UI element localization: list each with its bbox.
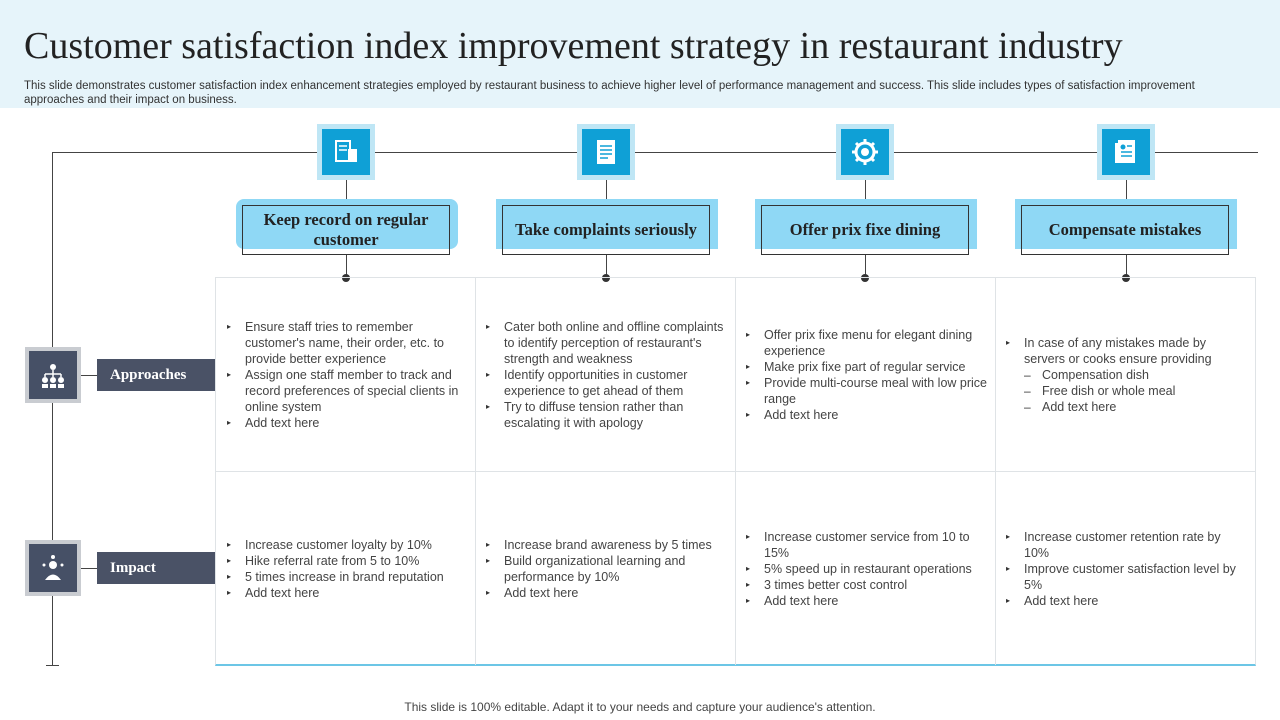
gear-dining-icon bbox=[836, 124, 894, 180]
list-item: In case of any mistakes made by servers … bbox=[1004, 335, 1248, 367]
list-item: Ensure staff tries to remember customer'… bbox=[225, 319, 469, 367]
list-item: Add text here bbox=[225, 585, 469, 601]
category-box-4: Compensate mistakes bbox=[1015, 199, 1237, 255]
list-item: Provide multi-course meal with low price… bbox=[744, 375, 988, 407]
grid-row-divider bbox=[215, 471, 1256, 472]
left-vertical-line bbox=[52, 152, 53, 666]
category-box-1: Keep record on regular customer bbox=[236, 199, 458, 255]
list-item: Try to diffuse tension rather than escal… bbox=[484, 399, 728, 431]
connector-dot-2 bbox=[602, 274, 610, 282]
approaches-cell-2: Cater both online and offline complaints… bbox=[484, 278, 728, 471]
row-label-impact: Impact bbox=[97, 552, 215, 584]
row-label-approaches: Approaches bbox=[97, 359, 215, 391]
approaches-cell-4: In case of any mistakes made by servers … bbox=[1004, 278, 1248, 471]
list-item: Improve customer satisfaction level by 5… bbox=[1004, 561, 1248, 593]
list-item: Assign one staff member to track and rec… bbox=[225, 367, 469, 415]
list-item: Add text here bbox=[744, 407, 988, 423]
list-item: 5% speed up in restaurant operations bbox=[744, 561, 988, 577]
person-gear-icon bbox=[25, 540, 81, 596]
icon-connector-2 bbox=[606, 180, 607, 200]
category-title-2: Take complaints seriously bbox=[502, 205, 710, 255]
complaint-form-icon bbox=[577, 124, 635, 180]
page-subtitle: This slide demonstrates customer satisfa… bbox=[24, 80, 1195, 106]
list-item: Add text here bbox=[1004, 593, 1248, 609]
icon-connector-1 bbox=[346, 180, 347, 200]
list-subitem: Compensation dish bbox=[1004, 367, 1248, 383]
box-connector-3 bbox=[865, 255, 866, 278]
impact-cell-3: Increase customer service from 10 to 15%… bbox=[744, 472, 988, 665]
impact-cell-4: Increase customer retention rate by 10% … bbox=[1004, 472, 1248, 665]
list-item: Identify opportunities in customer exper… bbox=[484, 367, 728, 399]
list-item: Increase customer loyalty by 10% bbox=[225, 537, 469, 553]
approaches-cell-1: Ensure staff tries to remember customer'… bbox=[225, 278, 469, 471]
box-connector-2 bbox=[606, 255, 607, 278]
category-box-2: Take complaints seriously bbox=[496, 199, 718, 255]
category-box-3: Offer prix fixe dining bbox=[755, 199, 977, 255]
impact-cell-1: Increase customer loyalty by 10% Hike re… bbox=[225, 472, 469, 665]
connector-dot-1 bbox=[342, 274, 350, 282]
team-network-icon bbox=[25, 347, 81, 403]
box-connector-4 bbox=[1126, 255, 1127, 278]
list-subitem: Free dish or whole meal bbox=[1004, 383, 1248, 399]
approaches-label-line bbox=[81, 375, 97, 376]
page-title: Customer satisfaction index improvement … bbox=[24, 25, 1123, 67]
category-title-1: Keep record on regular customer bbox=[242, 205, 450, 255]
footer-note: This slide is 100% editable. Adapt it to… bbox=[404, 700, 876, 714]
list-item: 3 times better cost control bbox=[744, 577, 988, 593]
impact-label-line bbox=[81, 568, 97, 569]
list-item: Add text here bbox=[744, 593, 988, 609]
list-item: Build organizational learning and perfor… bbox=[484, 553, 728, 585]
list-subitem: Add text here bbox=[1004, 399, 1248, 415]
category-title-4: Compensate mistakes bbox=[1021, 205, 1229, 255]
list-item: Hike referral rate from 5 to 10% bbox=[225, 553, 469, 569]
list-item: Add text here bbox=[225, 415, 469, 431]
list-item: Increase customer service from 10 to 15% bbox=[744, 529, 988, 561]
impact-cell-2: Increase brand awareness by 5 times Buil… bbox=[484, 472, 728, 665]
list-item: Offer prix fixe menu for elegant dining … bbox=[744, 327, 988, 359]
connector-dot-3 bbox=[861, 274, 869, 282]
box-connector-1 bbox=[346, 255, 347, 278]
list-item: Add text here bbox=[484, 585, 728, 601]
list-item: Increase customer retention rate by 10% bbox=[1004, 529, 1248, 561]
top-horizontal-line bbox=[52, 152, 1258, 153]
category-title-3: Offer prix fixe dining bbox=[761, 205, 969, 255]
list-item: Make prix fixe part of regular service bbox=[744, 359, 988, 375]
header-band bbox=[0, 0, 1280, 108]
left-line-end-cap bbox=[46, 665, 59, 666]
customer-record-icon bbox=[317, 124, 375, 180]
connector-dot-4 bbox=[1122, 274, 1130, 282]
list-item: 5 times increase in brand reputation bbox=[225, 569, 469, 585]
icon-connector-4 bbox=[1126, 180, 1127, 200]
icon-connector-3 bbox=[865, 180, 866, 200]
document-icon bbox=[1097, 124, 1155, 180]
list-item: Increase brand awareness by 5 times bbox=[484, 537, 728, 553]
approaches-cell-3: Offer prix fixe menu for elegant dining … bbox=[744, 278, 988, 471]
list-item: Cater both online and offline complaints… bbox=[484, 319, 728, 367]
